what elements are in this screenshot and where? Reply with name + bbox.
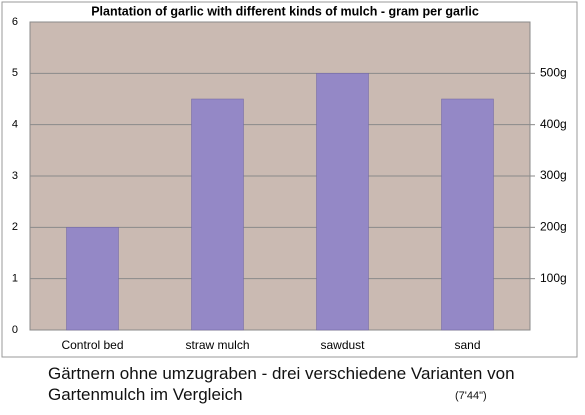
y2-tick-label: 300g	[540, 168, 567, 182]
y-tick-label: 3	[12, 170, 18, 182]
caption: Gärtnern ohne umzugraben - drei verschie…	[48, 364, 515, 404]
bar	[191, 98, 244, 331]
y-tick-label: 0	[12, 324, 18, 336]
x-tick-label: straw mulch	[185, 338, 249, 352]
x-tick-label: sawdust	[320, 338, 365, 352]
y-tick-label: 2	[12, 221, 18, 233]
bar	[66, 227, 119, 331]
y2-tick-label: 100g	[540, 271, 567, 285]
x-tick-label: sand	[454, 338, 480, 352]
y-tick-label: 5	[12, 67, 18, 79]
chart: Plantation of garlic with different kind…	[1, 1, 578, 358]
y2-tick-label: 400g	[540, 117, 567, 131]
duration: (7'44")	[455, 390, 487, 402]
bar	[316, 73, 369, 331]
bar	[441, 98, 494, 331]
x-tick-label: Control bed	[61, 338, 123, 352]
y2-tick-label: 500g	[540, 66, 567, 80]
y2-tick-label: 200g	[540, 220, 567, 234]
y-tick-label: 4	[12, 119, 18, 131]
chart-title: Plantation of garlic with different kind…	[91, 4, 479, 18]
y-tick-label: 6	[12, 16, 18, 28]
y-tick-label: 1	[12, 273, 18, 285]
